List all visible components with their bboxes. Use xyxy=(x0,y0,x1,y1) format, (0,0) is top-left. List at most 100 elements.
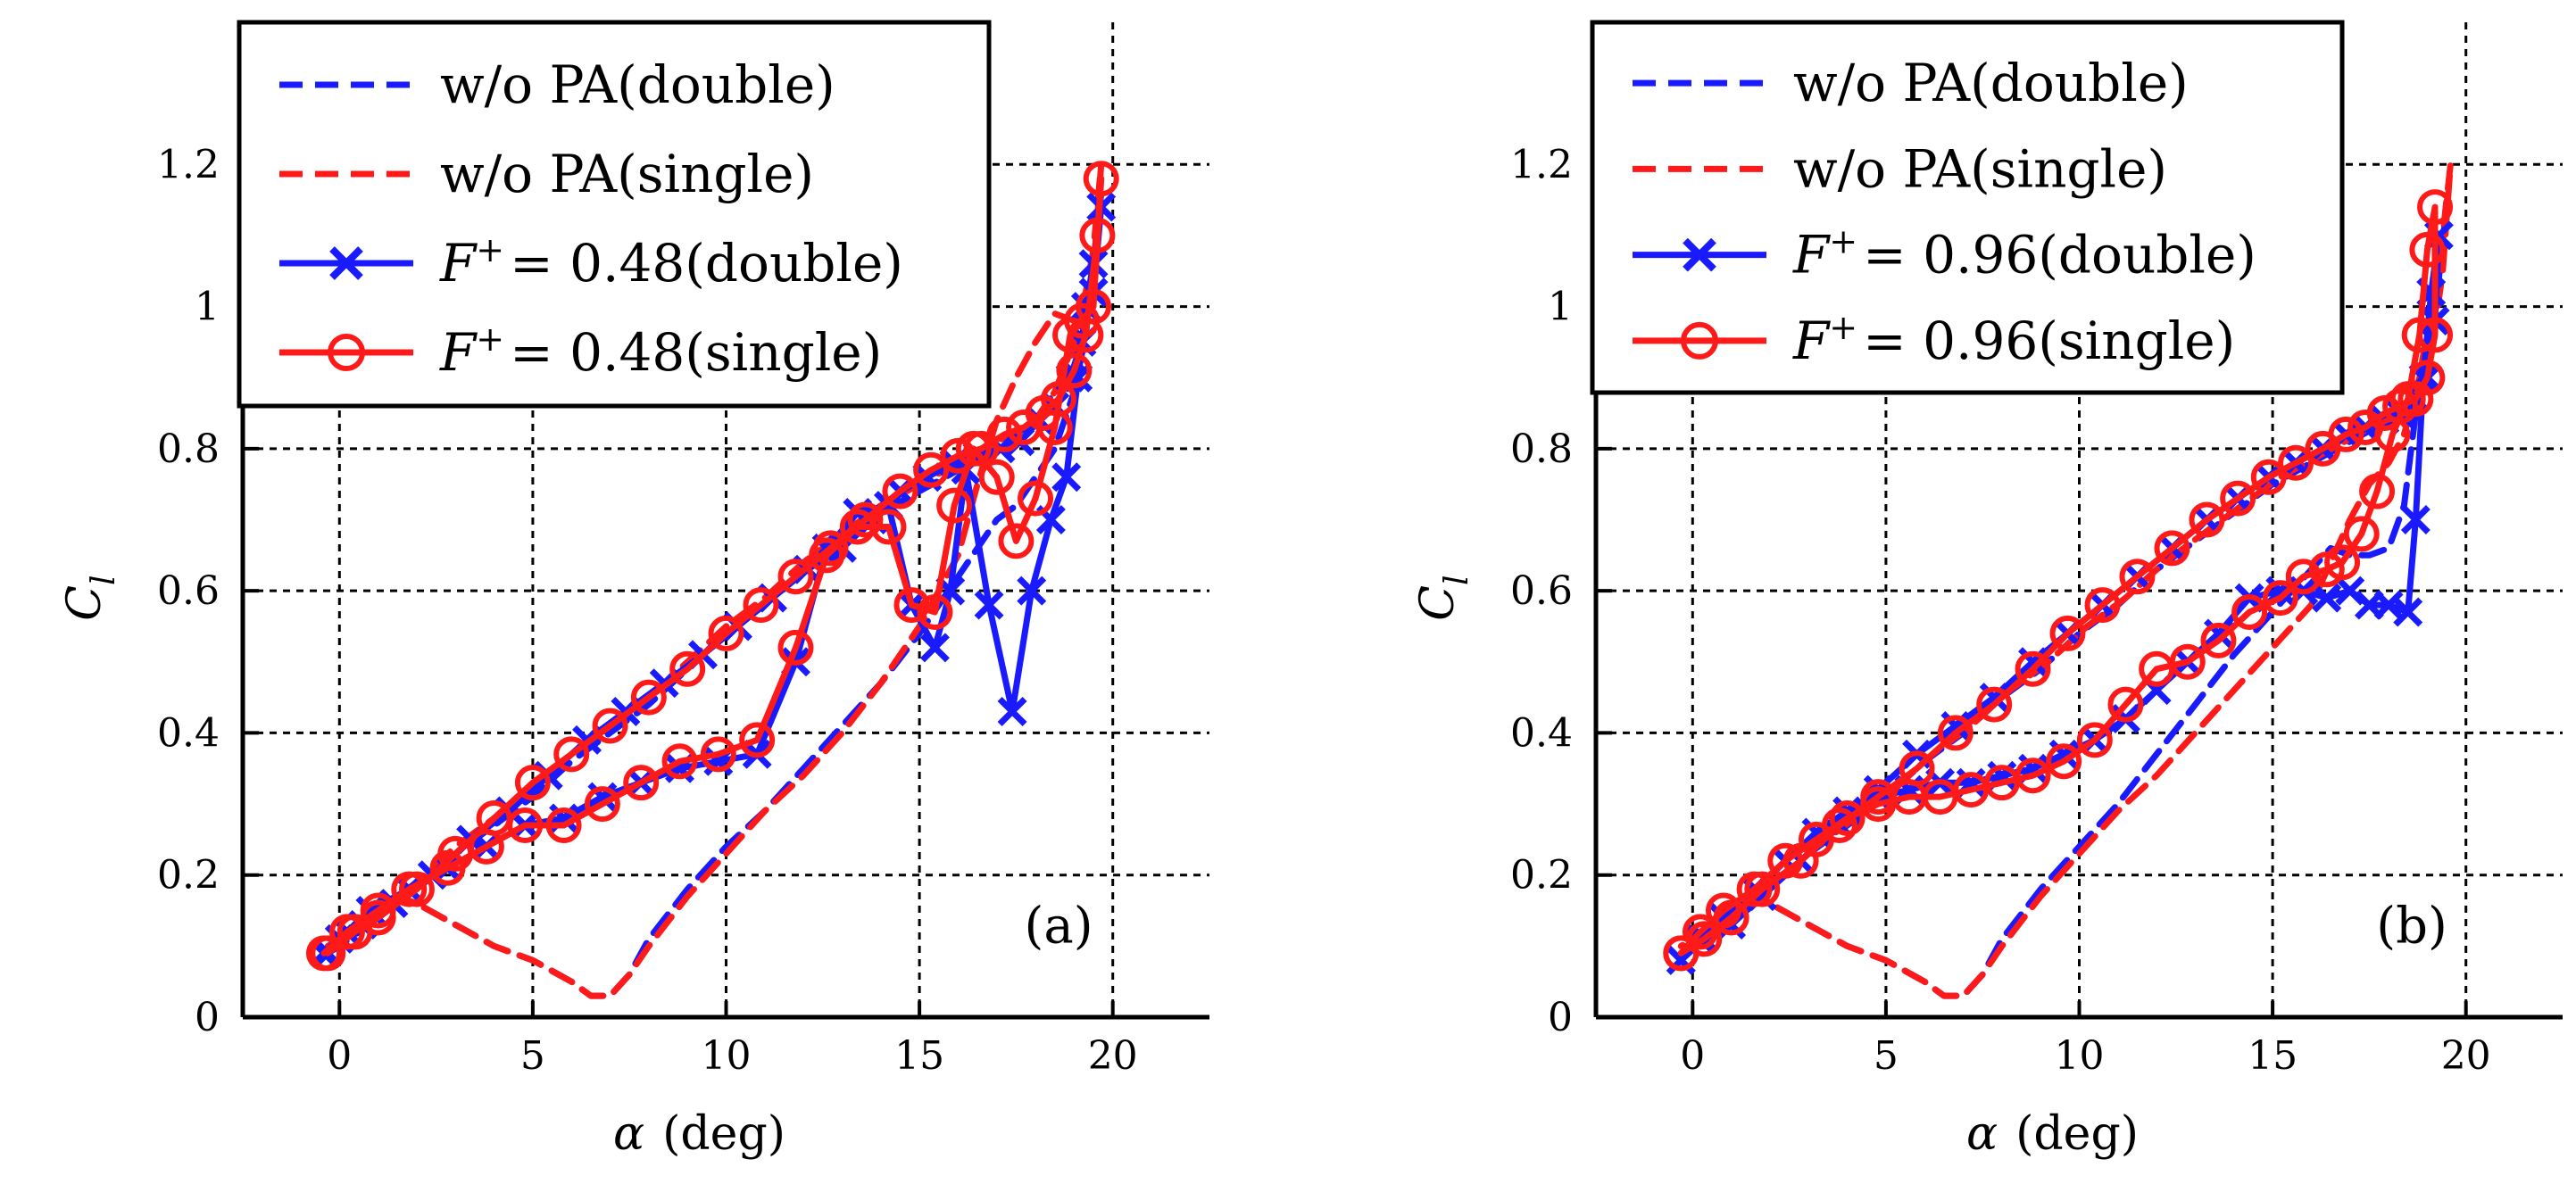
data-point xyxy=(669,650,706,687)
data-point xyxy=(1821,807,1857,843)
legend-label: F+ = 0.96(double) xyxy=(1792,222,2256,286)
data-point xyxy=(2107,686,2144,723)
data-point xyxy=(1017,575,1047,606)
series-line xyxy=(320,175,1105,956)
x-tick-label: 10 xyxy=(702,1033,752,1079)
data-point xyxy=(623,765,660,801)
data-point xyxy=(1068,317,1104,353)
data-point xyxy=(2335,575,2365,606)
legend-label: F+ = 0.48(single) xyxy=(439,319,882,383)
legend-label-text: = 0.96(single) xyxy=(1863,310,2235,371)
y-tick-label: 0.4 xyxy=(157,710,220,756)
y-tick-label: 0.4 xyxy=(1510,710,1573,756)
legend-label: w/o PA(single) xyxy=(440,144,814,204)
data-point xyxy=(2250,459,2287,495)
x-tick-label: 10 xyxy=(2055,1033,2105,1079)
data-point xyxy=(337,914,373,950)
data-point xyxy=(1705,892,1741,929)
y-tick-label: 1.2 xyxy=(1510,142,1573,187)
data-point xyxy=(1937,715,1974,751)
x-tick-label: 0 xyxy=(1680,1033,1705,1079)
legend-marker-circle xyxy=(1681,321,1718,360)
data-point xyxy=(1713,899,1749,936)
legend: w/o PA(double)w/o PA(single)F+ = 0.96(dou… xyxy=(1590,20,2345,395)
data-point xyxy=(1782,842,1819,879)
data-point xyxy=(2200,622,2237,658)
data-point xyxy=(739,722,776,758)
data-point xyxy=(998,523,1035,559)
data-point xyxy=(2347,409,2384,445)
data-point xyxy=(812,530,849,567)
data-point xyxy=(1663,935,1699,972)
legend-label-sup: + xyxy=(476,319,504,359)
y-tick-label: 1 xyxy=(1548,285,1573,330)
y-axis-label: Cl xyxy=(58,575,122,620)
x-axis-label: α (deg) xyxy=(1966,1107,2139,1161)
x-tick-label: 15 xyxy=(894,1033,944,1079)
data-point xyxy=(2393,597,2423,627)
x-axis-label-symbol: α xyxy=(613,1107,644,1161)
series-f-0-96-single- xyxy=(1663,189,2454,972)
y-tick-label: 1 xyxy=(195,285,220,330)
data-point xyxy=(1018,480,1054,517)
data-point xyxy=(708,615,744,651)
data-point xyxy=(2359,473,2396,509)
data-point xyxy=(974,590,1004,620)
data-point xyxy=(2400,505,2431,534)
x-axis-label-symbol: α xyxy=(1966,1107,1998,1161)
legend-label-italic: F xyxy=(439,322,478,383)
data-point xyxy=(2076,722,2113,758)
data-point xyxy=(2285,559,2322,595)
data-point xyxy=(2119,559,2156,595)
legend-label-sup: + xyxy=(1829,308,1857,347)
legend-marker-cross xyxy=(329,246,363,280)
data-point xyxy=(2409,231,2446,268)
y-axis-label-symbol: C xyxy=(58,585,112,621)
legend-label-text: = 0.48(double) xyxy=(510,233,903,294)
data-point xyxy=(940,437,976,474)
data-point xyxy=(1056,352,1093,389)
data-point xyxy=(630,679,667,716)
y-tick-label: 0.8 xyxy=(1510,426,1573,472)
data-point xyxy=(882,473,918,509)
data-point xyxy=(2417,317,2454,353)
data-point xyxy=(913,451,950,488)
x-tick-label: 5 xyxy=(1874,1033,1899,1079)
data-point xyxy=(1767,842,1804,879)
data-point xyxy=(2262,580,2298,617)
data-point xyxy=(743,587,779,624)
data-point xyxy=(700,736,736,773)
legend-label: w/o PA(double) xyxy=(1793,53,2189,113)
legend-label-italic: F xyxy=(439,233,478,294)
x-tick-label: 20 xyxy=(1088,1033,1138,1079)
data-point xyxy=(2046,743,2082,780)
data-point xyxy=(1051,462,1082,493)
y-axis-label-subscript: l xyxy=(86,575,122,585)
data-point xyxy=(545,807,582,843)
x-tick-label: 5 xyxy=(520,1033,545,1079)
data-point xyxy=(2169,643,2206,680)
legend-label-text: = 0.48(single) xyxy=(510,322,882,383)
data-point xyxy=(514,765,551,801)
data-point xyxy=(2278,444,2314,481)
data-point xyxy=(310,935,346,972)
chart-panel-a: 0 5 10 15 20 0 0.2 0.4 0.6 0.8 1 1.2 α (deg) Cl (a) w/o … xyxy=(58,20,1209,1161)
data-point xyxy=(847,501,884,538)
data-point xyxy=(1976,686,2013,723)
legend-marker-cross xyxy=(1683,237,1716,272)
data-point xyxy=(2049,615,2086,651)
data-point xyxy=(1860,779,1897,816)
legend-label: F+ = 0.96(single) xyxy=(1792,308,2235,371)
legend-label: w/o PA(double) xyxy=(440,54,835,115)
data-point xyxy=(1079,217,1116,253)
data-point xyxy=(2084,587,2121,624)
data-point xyxy=(1744,871,1781,907)
x-tick-label: 0 xyxy=(327,1033,352,1079)
data-point xyxy=(592,708,628,744)
legend-label-sup: + xyxy=(1829,222,1857,261)
y-tick-label: 0.2 xyxy=(1510,853,1573,898)
data-point xyxy=(437,835,474,872)
data-point xyxy=(2401,317,2438,353)
data-point xyxy=(2015,758,2051,794)
